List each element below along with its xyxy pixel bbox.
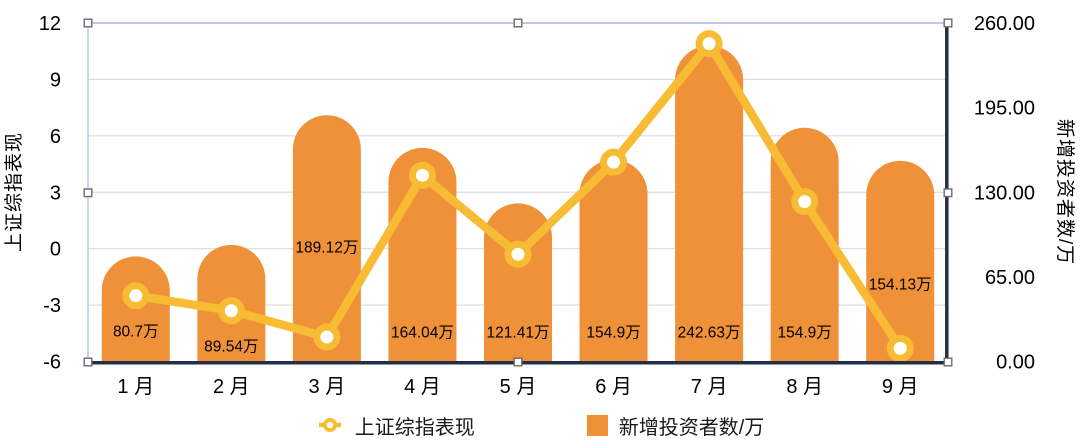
- x-axis-month-label: 7 月: [691, 376, 728, 398]
- left-axis-tick-label: 3: [50, 182, 61, 204]
- selection-handle[interactable]: [83, 18, 93, 28]
- bar-data-label-month-7: 242.63万: [678, 325, 741, 342]
- bar-data-label-month-5: 121.41万: [487, 325, 550, 342]
- selection-handle[interactable]: [513, 18, 523, 28]
- x-axis-month-label: 2 月: [213, 376, 250, 398]
- legend-item-line-series[interactable]: 上证综指表现: [316, 411, 475, 440]
- left-axis-tick-label: 12: [39, 13, 61, 35]
- line-marker-center-month-6: [607, 155, 621, 169]
- line-marker-center-month-7: [702, 37, 716, 51]
- left-axis-title: 上证综指表现: [3, 132, 25, 252]
- combo-chart[interactable]: 80.7万 89.54万 189.12万 164.04万 121.41万 154.9万 24…: [0, 0, 1080, 406]
- selection-handle[interactable]: [83, 188, 93, 198]
- line-marker-center-month-5: [511, 247, 525, 261]
- line-marker-center-month-1: [129, 289, 143, 303]
- bar-month-9[interactable]: [866, 160, 935, 362]
- line-marker-center-month-2: [224, 304, 238, 318]
- line-marker-center-month-8: [798, 195, 812, 209]
- selection-handle[interactable]: [943, 18, 953, 28]
- selection-handle[interactable]: [513, 357, 523, 367]
- bar-data-label-month-6: 154.9万: [586, 325, 640, 342]
- bar-data-label-month-8: 154.9万: [778, 325, 832, 342]
- right-axis-title: 新增投资者数/万: [1054, 119, 1076, 265]
- bar-month-6[interactable]: [579, 159, 648, 362]
- bar-data-label-month-1: 80.7万: [113, 324, 159, 341]
- left-axis-tick-label: 6: [50, 126, 61, 148]
- right-axis-tick-label: 130.00: [974, 182, 1035, 204]
- left-axis-tick-label: 0: [50, 239, 61, 261]
- x-axis-month-label: 5 月: [500, 376, 537, 398]
- line-marker-center-month-9: [893, 341, 907, 355]
- bar-series-legend-icon: [586, 414, 608, 436]
- right-axis-tick-label: 195.00: [974, 98, 1035, 120]
- bar-data-label-month-2: 89.54万: [204, 339, 258, 356]
- bar-month-7[interactable]: [675, 45, 744, 362]
- bar-data-label-month-3: 189.12万: [295, 240, 358, 257]
- legend-label-bar-series: 新增投资者数/万: [618, 416, 765, 439]
- bar-month-8[interactable]: [770, 127, 839, 362]
- line-marker-center-month-4: [415, 168, 429, 182]
- selection-handle[interactable]: [943, 188, 953, 198]
- selection-handle[interactable]: [943, 357, 953, 367]
- legend: 上证综指表现 新增投资者数/万: [0, 409, 1080, 441]
- bar-data-label-month-4: 164.04万: [391, 325, 454, 342]
- x-axis-month-label: 4 月: [404, 376, 441, 398]
- x-axis-month-label: 1 月: [117, 376, 154, 398]
- x-axis-month-label: 6 月: [595, 376, 632, 398]
- legend-item-bar-series[interactable]: 新增投资者数/万: [586, 411, 765, 440]
- left-axis-tick-label: -6: [43, 352, 61, 374]
- right-axis-tick-label: 260.00: [974, 13, 1035, 35]
- bar-data-label-month-9: 154.13万: [869, 277, 932, 294]
- line-series-legend-icon: [318, 418, 341, 432]
- right-axis-tick-label: 65.00: [985, 267, 1035, 289]
- right-axis-tick-label: 0.00: [996, 352, 1035, 374]
- left-axis-tick-label: 9: [50, 69, 61, 91]
- x-axis-month-label: 8 月: [786, 376, 823, 398]
- line-marker-center-month-3: [320, 330, 334, 344]
- left-axis-tick-label: -3: [43, 295, 61, 317]
- x-axis-month-label: 9 月: [882, 376, 919, 398]
- selection-handle[interactable]: [83, 357, 93, 367]
- legend-label-line-series: 上证综指表现: [354, 416, 475, 439]
- x-axis-month-label: 3 月: [309, 376, 346, 398]
